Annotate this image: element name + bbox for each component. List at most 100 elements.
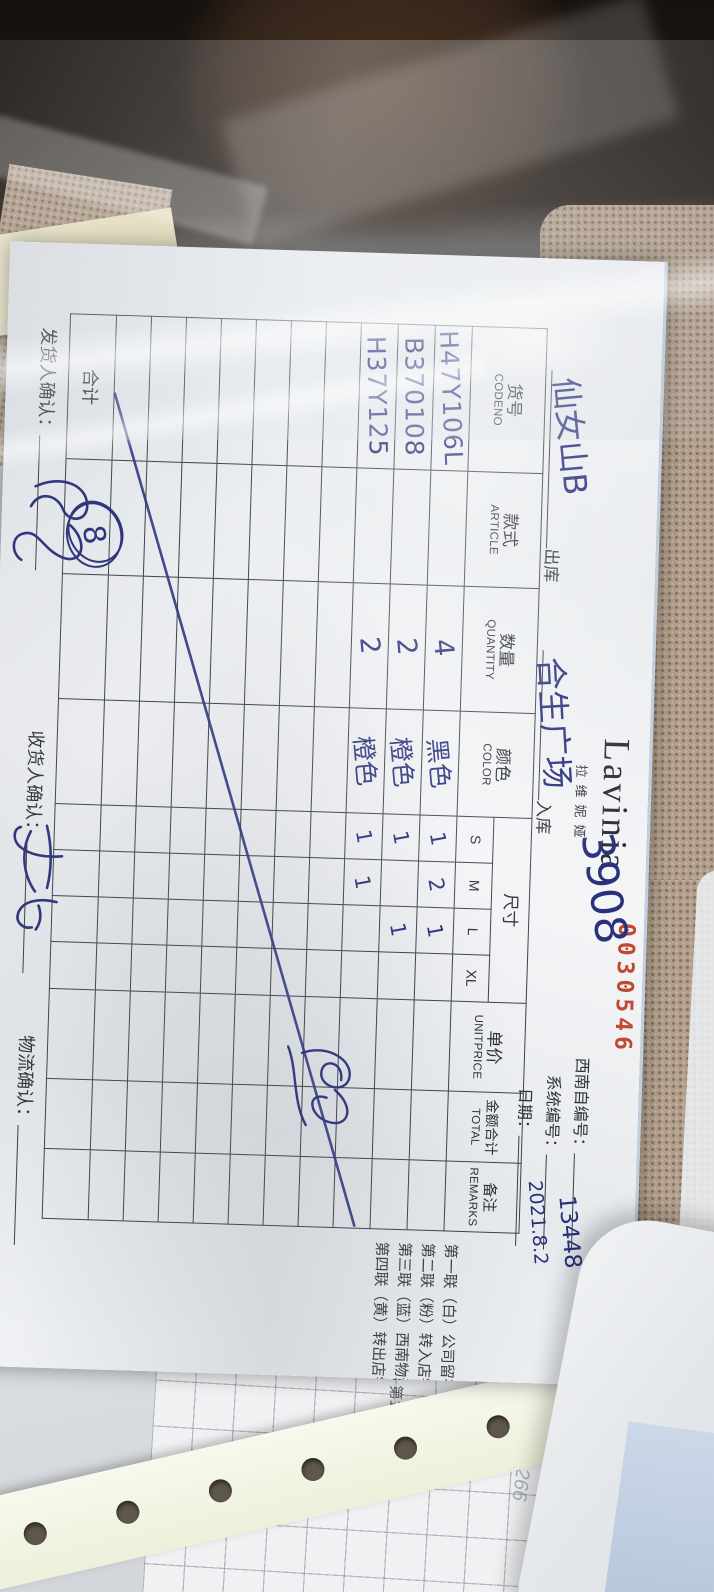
table-cell (166, 899, 204, 947)
decor: 1 (350, 827, 377, 845)
table-cell (271, 902, 309, 950)
decor: 1 (424, 829, 451, 848)
table-cell (162, 992, 201, 1084)
table-cell (235, 947, 272, 996)
table-cell (248, 464, 287, 581)
table-cell (279, 580, 319, 707)
table-cell (239, 809, 277, 857)
table-cell (311, 706, 350, 813)
table-cell (206, 703, 245, 810)
table-cell (49, 941, 97, 990)
decor: 单价 (484, 1030, 505, 1065)
decor: S (467, 834, 484, 845)
table-cell: 黑色 (420, 710, 461, 817)
table-cell (58, 573, 109, 701)
handwritten-qty: 4 (427, 638, 460, 659)
copy-distribution-notes: 第一联（白）公司留存 第二联（粉）转入店铺留存 第三联（蓝）西南物流留存 第四联… (365, 1241, 462, 1386)
table-cell: 1 (418, 814, 457, 863)
decor: UNITPRICE (470, 1014, 485, 1080)
table-cell (369, 1158, 410, 1230)
col-total: 金额合计 TOTAL (446, 1091, 524, 1164)
perforation-hole (114, 1498, 142, 1527)
table-cell (171, 702, 210, 809)
table-cell (139, 576, 179, 703)
table-cell (131, 898, 169, 946)
table-cell: 1 (344, 812, 384, 860)
table-cell (133, 852, 170, 900)
table-cell (193, 1153, 231, 1225)
col-article: 款式 ARTICLE (464, 471, 543, 589)
table-cell (178, 462, 217, 579)
perforation-hole (391, 1434, 420, 1462)
table-cell: H47Y106L (430, 325, 473, 472)
table-cell (134, 806, 172, 854)
receiver-confirm-label: 收货人确认： (22, 730, 46, 839)
brown-seat-shadow (180, 0, 580, 240)
table-cell (42, 1148, 91, 1220)
col-color: 颜色 COLOR (456, 711, 536, 819)
logistics-signature-line (13, 1124, 34, 1246)
table-cell (213, 463, 252, 580)
decor: 金额合计 (483, 1099, 502, 1156)
handwritten-code: B370108 (399, 337, 430, 457)
table-cell (353, 467, 394, 584)
handwritten-color: 黑色 (421, 736, 456, 790)
table-cell (283, 465, 322, 582)
table-cell (99, 804, 137, 853)
table-cell (158, 1151, 196, 1224)
table-cell: 2 (386, 583, 428, 711)
table-cell: 橙色 (383, 708, 424, 815)
decor: L (464, 927, 481, 936)
table-cell (270, 948, 307, 997)
region-code-label: 西南自编号： (569, 1057, 590, 1154)
table-cell (201, 900, 239, 948)
decor: 1 (421, 921, 448, 940)
table-cell (286, 320, 327, 467)
table-cell (125, 1080, 163, 1152)
table-cell (251, 319, 292, 466)
table-cell (44, 1078, 93, 1150)
table-cell (216, 318, 257, 465)
handwritten-code: H37Y125 (361, 335, 394, 457)
table-cell (318, 466, 357, 583)
table-cell: 1 (343, 858, 382, 906)
shipper-confirm-field: 发货人确认： (29, 327, 63, 571)
table-cell (228, 1154, 266, 1226)
table-cell: 1 (378, 905, 418, 953)
handwritten-stock-in: 合生广场 (530, 655, 578, 790)
table-cell (195, 1083, 233, 1155)
table-cell (274, 810, 312, 858)
decor: 8 (75, 523, 113, 548)
table-cell (55, 698, 105, 805)
col-size-s: S (455, 816, 494, 864)
col-size-xl: XL (451, 954, 490, 1003)
table-cell (298, 1156, 336, 1228)
table-cell (52, 849, 100, 897)
copy-note: 第四联（黄）转出店铺留存 (367, 1241, 391, 1387)
table-cell (411, 999, 452, 1092)
table-cell (238, 855, 275, 903)
table-cell (197, 993, 236, 1085)
col-size: 尺寸 (488, 817, 532, 1004)
table-cell: H37Y125 (356, 322, 399, 469)
date-label: 日期： (514, 1087, 533, 1137)
table-cell (300, 1086, 338, 1158)
table-cell (98, 850, 135, 899)
table-cell (92, 989, 131, 1081)
copy-note: 第三联（蓝）西南物流留存 (390, 1241, 414, 1387)
table-cell (337, 997, 378, 1089)
perforation-hole (484, 1412, 512, 1441)
table-cell: 2 (417, 860, 456, 909)
table-cell (427, 470, 468, 587)
table-cell: 橙色 (346, 707, 387, 814)
table-cell (46, 988, 96, 1080)
table-cell (112, 315, 152, 462)
handwritten-color: 橙色 (347, 734, 382, 788)
table-cell: 2 (349, 582, 391, 709)
table-cell (390, 468, 431, 586)
items-table: 货号 CODENO 款式 ARTICLE 数量 QUANTITY 颜色 COLOR 尺寸… (42, 313, 548, 1234)
delivery-note-form: Lavinia 拉维妮娅 0030546 3908 西南自编号： 系统编号： 1… (0, 241, 669, 1387)
shipper-signature-line (35, 435, 56, 571)
under-form-faint-number: 266 (507, 1466, 534, 1503)
